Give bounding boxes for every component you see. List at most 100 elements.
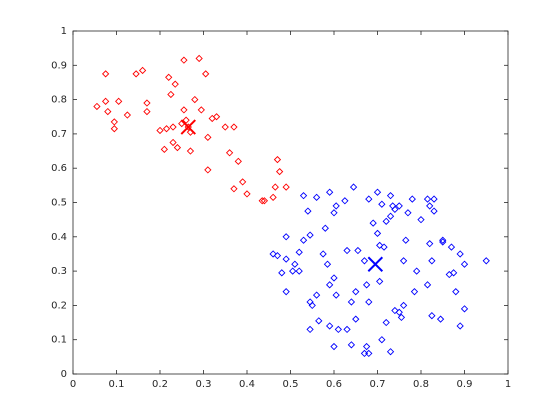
point (330, 274, 338, 282)
point (408, 195, 416, 203)
point (343, 325, 351, 334)
point (430, 195, 438, 203)
point (360, 257, 369, 265)
point (341, 197, 349, 205)
point (410, 288, 419, 296)
point (326, 188, 334, 196)
centroid (367, 256, 384, 272)
point (110, 125, 118, 133)
point (101, 97, 110, 105)
point (162, 125, 171, 133)
point (180, 106, 188, 114)
point (449, 269, 458, 277)
point (269, 193, 277, 201)
point (426, 202, 434, 210)
x-tick-label: 0.7 (370, 379, 386, 390)
point (456, 322, 464, 330)
point (115, 97, 123, 105)
x-tick-label: 0.3 (196, 379, 212, 390)
point (482, 257, 490, 265)
point (321, 224, 329, 232)
point (171, 80, 179, 88)
point (143, 107, 151, 116)
point (173, 143, 182, 152)
point (460, 305, 469, 313)
y-tick-label: 0.9 (51, 60, 67, 71)
point (197, 106, 205, 114)
y-tick-label: 0.7 (51, 129, 67, 140)
point (212, 113, 221, 121)
x-tick-label: 0.5 (283, 379, 299, 390)
point (382, 217, 390, 226)
point (330, 342, 338, 351)
point (319, 250, 327, 258)
point (439, 238, 447, 246)
point (352, 288, 360, 296)
point (110, 118, 118, 126)
y-tick-label: 0 (61, 369, 67, 380)
point (413, 267, 421, 275)
point (391, 205, 399, 213)
x-tick-label: 0.1 (109, 379, 125, 390)
x-tick-label: 0.4 (239, 379, 255, 390)
point (221, 123, 229, 131)
point (395, 202, 403, 210)
point (278, 269, 286, 277)
y-tick-label: 1 (61, 26, 67, 37)
point (204, 133, 212, 141)
point (352, 315, 360, 323)
point (362, 342, 371, 351)
point (334, 325, 342, 334)
point (365, 298, 373, 306)
point (452, 288, 460, 296)
point (326, 281, 334, 289)
point (373, 229, 382, 238)
point (347, 298, 356, 306)
point (239, 178, 247, 186)
y-tick-label: 0.3 (51, 266, 67, 277)
point (399, 301, 408, 310)
point (271, 183, 279, 191)
plot-area (72, 30, 509, 375)
x-tick-label: 0.2 (152, 379, 168, 390)
point (382, 318, 390, 327)
point (315, 317, 323, 325)
point (399, 257, 408, 265)
point (104, 107, 112, 116)
point (417, 216, 425, 224)
point (202, 70, 210, 78)
point (180, 56, 188, 64)
point (349, 183, 358, 191)
point (326, 322, 334, 330)
point (343, 246, 351, 255)
point (373, 188, 382, 196)
centroid (180, 119, 196, 135)
x-tick-label: 0 (70, 379, 76, 390)
point (404, 209, 412, 217)
point (282, 233, 290, 241)
point (460, 260, 469, 268)
point (369, 219, 377, 227)
point (93, 102, 101, 111)
point (447, 243, 456, 251)
point (234, 157, 242, 165)
point (376, 277, 384, 286)
point (204, 166, 212, 174)
point (426, 240, 434, 248)
x-tick-label: 0.8 (413, 379, 429, 390)
point (365, 349, 373, 358)
point (304, 207, 312, 215)
point (156, 126, 164, 135)
x-tick-label: 1 (505, 379, 511, 390)
point (269, 250, 277, 258)
point (167, 90, 175, 99)
point (330, 209, 338, 217)
y-tick-label: 0.5 (51, 198, 67, 209)
point (423, 195, 432, 203)
point (299, 192, 308, 200)
point (143, 99, 151, 107)
point (306, 231, 314, 239)
point (132, 70, 140, 78)
